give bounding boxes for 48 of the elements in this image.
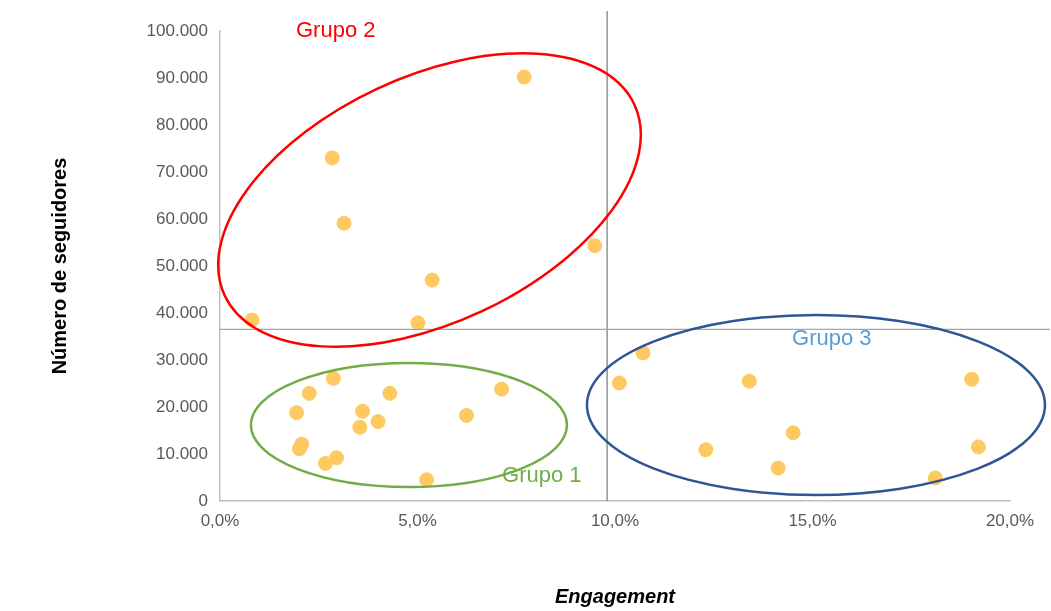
y-tick-label: 90.000 [156,67,208,87]
point [410,315,426,331]
y-tick-label: 0 [198,490,208,510]
point [516,69,532,85]
x-tick-label: 20,0% [985,510,1035,530]
x-tick-label: 15,0% [788,510,837,530]
point [352,419,368,435]
point [785,425,801,441]
point [964,371,980,387]
point [382,385,398,401]
annotation: Grupo 2 [295,17,376,42]
point [635,345,651,361]
point [424,272,440,288]
x-tick-label: 5,0% [398,510,437,530]
point [329,450,345,466]
point [698,442,714,458]
point [325,370,341,386]
point [587,238,603,254]
y-tick-label: 40.000 [156,302,208,322]
point [291,441,307,457]
y-tick-label: 10.000 [156,443,208,463]
y-tick-label: 30.000 [156,349,208,369]
point [458,407,474,423]
x-tick-label: 0,0% [200,510,240,530]
y-tick-label: 60.000 [156,208,208,228]
point [317,455,333,471]
point [419,472,435,488]
point [970,439,986,455]
point [324,150,340,166]
point [370,414,386,430]
point [336,215,352,231]
point [494,381,510,397]
annotation: Grupo 1 [502,462,582,488]
y-tick-label: 70.000 [156,161,208,181]
point [741,373,757,389]
y-axis-title: Número de seguidores [47,157,70,375]
annotation: Grupo 3 [792,324,872,350]
point [355,403,371,419]
y-tick-label: 20.000 [156,396,208,416]
x-axis-title: Engagement [554,584,677,607]
point [611,375,627,391]
y-tick-label: 100.000 [146,20,208,40]
point [289,405,305,421]
x-tick-label: 10,0% [590,510,640,530]
point [770,460,786,476]
y-tick-label: 80.000 [156,114,208,134]
y-tick-label: 50.000 [156,255,208,275]
point [301,385,317,401]
